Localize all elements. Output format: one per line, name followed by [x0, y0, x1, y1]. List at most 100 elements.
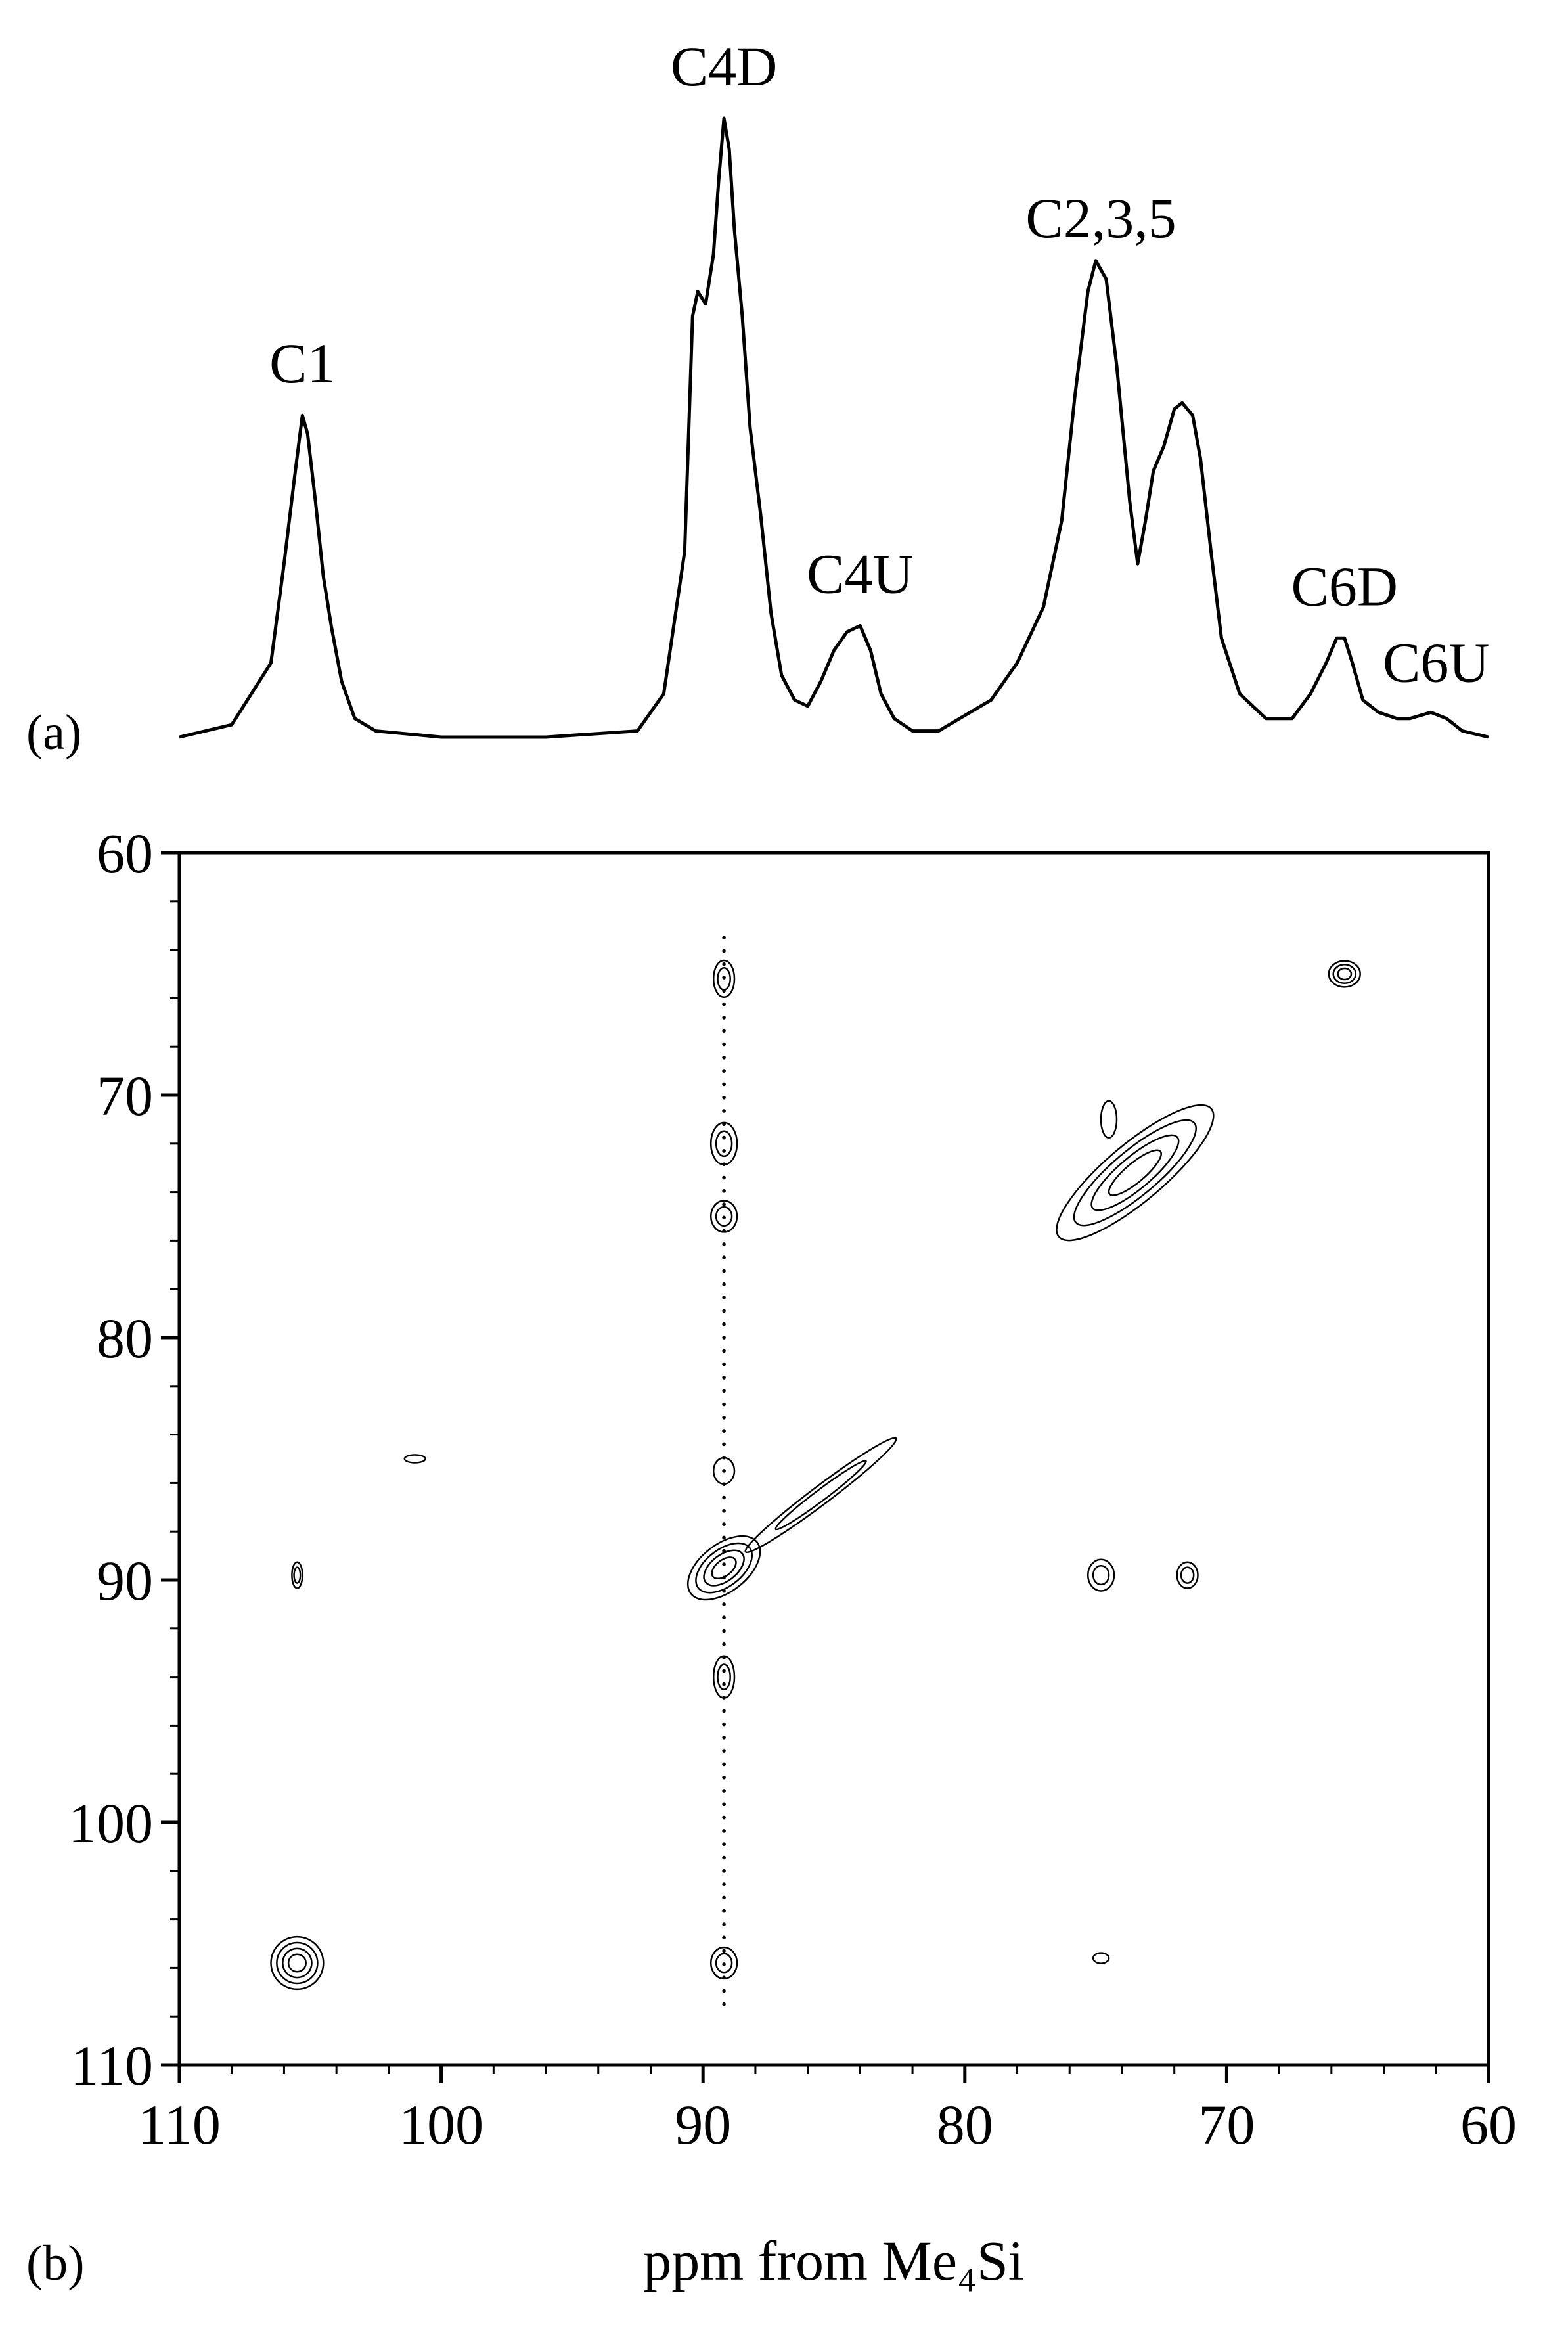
ridge-dot [722, 1442, 726, 1447]
ridge-dot [722, 1229, 726, 1233]
ridge-dot [722, 1109, 726, 1113]
ridge-dot [722, 1989, 726, 1993]
contour-level [1092, 1952, 1110, 1964]
spectrum-line [179, 116, 1489, 739]
contour-level [715, 1953, 733, 1974]
peak-label: C6U [1383, 631, 1489, 694]
ridge-dot [722, 1149, 726, 1153]
peak-labels: C1 C4D C4U C2,3,5 C6D C6U [269, 35, 1489, 694]
ridge-dot [722, 1469, 726, 1473]
ridge-dot [722, 1855, 726, 1860]
ridge-dot [722, 1336, 726, 1340]
x-axis-label: ppm from Me₄Si [643, 2229, 1023, 2292]
contour-level [293, 1566, 302, 1584]
ridge-dot [722, 1189, 726, 1193]
ridge-dot [722, 989, 726, 993]
x-tick-label: 70 [1198, 2093, 1255, 2156]
ridge-dot [722, 1629, 726, 1633]
y-tick-label: 70 [97, 1064, 153, 1127]
ridge-dot [722, 1242, 726, 1246]
ridge-dot [722, 1389, 726, 1393]
ridge-dot [722, 1775, 726, 1780]
contour-level [711, 1556, 737, 1580]
contour-level [1056, 1104, 1215, 1242]
contour-level [712, 1655, 736, 1699]
contour-level [291, 1561, 303, 1589]
ridge-dot [722, 1416, 726, 1420]
ridge-dot [722, 1696, 726, 1700]
contour-level [403, 1454, 426, 1464]
ridge-dot [722, 936, 726, 939]
spectrum-panel: C1 C4D C4U C2,3,5 C6D C6U (a) [26, 35, 1490, 760]
ridge-dot [722, 1135, 726, 1140]
ridge-dot [722, 1082, 726, 1087]
ridge-dot [722, 1002, 726, 1006]
ridge-dot [722, 1589, 726, 1593]
y-tick-label: 110 [70, 2034, 153, 2097]
x-tick-label: 80 [937, 2093, 993, 2156]
ridge-dot [722, 1402, 726, 1407]
ridge-dot [722, 1376, 726, 1380]
ridge-dot [722, 1789, 726, 1793]
ridge-dot [722, 1762, 726, 1767]
y-tick-label: 80 [97, 1307, 153, 1370]
ridge-dot [722, 1016, 726, 1020]
contour-level [1337, 967, 1353, 981]
ridge-dot [722, 1509, 726, 1513]
ridge-dot [722, 1722, 726, 1727]
ridge-dot [722, 1429, 726, 1433]
ridge-dots [722, 936, 726, 2006]
ridge-dot [722, 1562, 726, 1566]
ridge-dot [722, 1962, 726, 1966]
ridge-dot [722, 1056, 726, 1060]
x-tick-label: 90 [675, 2093, 731, 2156]
ridge-dot [722, 1362, 726, 1366]
ridge-dot [722, 1908, 726, 1913]
ridge-dot [722, 1669, 726, 1673]
contour-level [717, 1663, 731, 1690]
contour-level [1090, 1134, 1180, 1211]
ridge-dot [722, 1842, 726, 1846]
contour-level [715, 1206, 733, 1227]
ridge-dot [722, 1869, 726, 1873]
contour-level [1180, 1566, 1195, 1584]
ridge-dot [722, 1482, 726, 1486]
contour-level [1073, 1119, 1198, 1227]
contour-level [1328, 960, 1361, 988]
ridge-dot [722, 1709, 726, 1713]
contour-level [744, 1437, 897, 1554]
ridge-dot [722, 1269, 726, 1273]
contour-level [1086, 1558, 1115, 1592]
ridge-dot [722, 1296, 726, 1299]
ridge-dot [722, 1309, 726, 1313]
y-axis-ticks: 60 70 80 90 100 110 [68, 822, 179, 2097]
ridge-dot [722, 1282, 726, 1286]
contour-panel: 110 100 90 80 70 60 60 70 80 90 100 110 ppm from M… [26, 822, 1517, 2292]
ridge-dot [722, 1882, 726, 1886]
panel-b-label: (b) [26, 2236, 85, 2291]
ridge-dot [722, 1642, 726, 1646]
ridge-dot [722, 962, 726, 966]
contour-level [1108, 1149, 1162, 1196]
ridge-dot [722, 1922, 726, 1926]
ridge-dot [722, 1656, 726, 1659]
contour-level [282, 1947, 313, 1979]
y-tick-label: 90 [97, 1549, 153, 1612]
contour-level [774, 1460, 867, 1531]
peak-label: C1 [269, 332, 335, 395]
ridge-dot [722, 1749, 726, 1753]
ridge-dot [722, 1602, 726, 1606]
x-tick-label: 60 [1460, 2093, 1517, 2156]
ridge-dot [722, 1895, 726, 1900]
ridge-dot [722, 2002, 726, 2006]
peak-label: C2,3,5 [1025, 187, 1176, 250]
ridge-dot [722, 1455, 726, 1460]
contour-level [712, 959, 736, 999]
ridge-dot [722, 1162, 726, 1166]
contour-level [695, 1542, 753, 1594]
ridge-dot [722, 949, 726, 953]
ridge-dot [722, 1682, 726, 1686]
contour-level [1332, 964, 1357, 984]
x-tick-label: 110 [138, 2093, 221, 2156]
